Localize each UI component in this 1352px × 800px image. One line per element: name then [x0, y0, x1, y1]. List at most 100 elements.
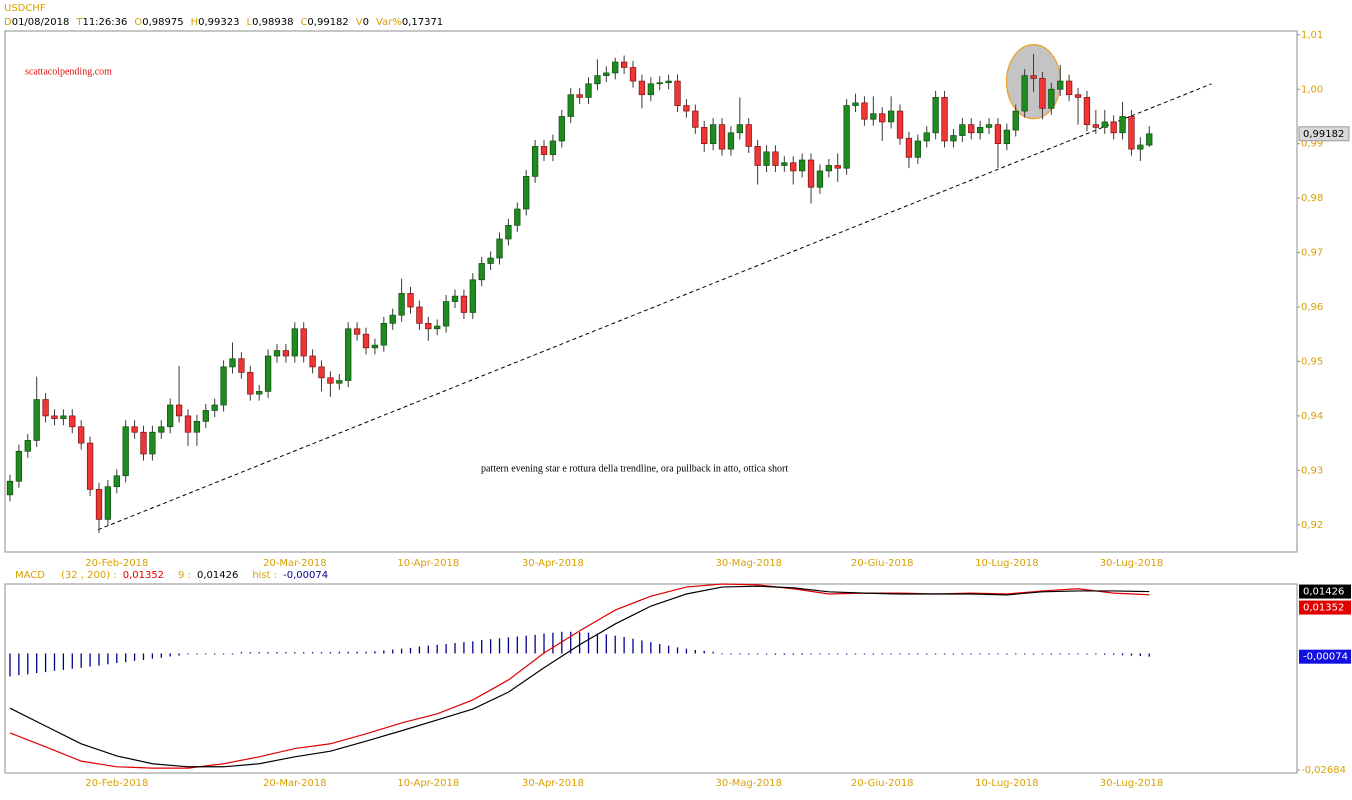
x-tick-label: 10-Lug-2018	[975, 778, 1038, 789]
candle-body	[843, 105, 850, 169]
candle-body	[701, 127, 708, 145]
candle-body	[1101, 121, 1108, 128]
chart-title: USDCHF	[4, 3, 46, 14]
candle-body	[914, 140, 921, 158]
candle-body	[229, 358, 236, 368]
header-key: V	[356, 17, 363, 28]
candle-body	[612, 61, 619, 74]
trendline	[97, 83, 1212, 531]
y-tick-label: 0,93	[1301, 465, 1323, 476]
y-tick-label: 0,92	[1301, 520, 1323, 531]
candle-body	[976, 127, 984, 134]
last-value-label: -0,00074	[1303, 652, 1348, 663]
y-tick-label: 0,95	[1301, 356, 1323, 367]
candle-body	[763, 151, 770, 166]
header-line: D01/08/2018 T11:26:36 O0,98975 H0,99323 L0,9…	[4, 17, 443, 28]
candle-body	[282, 350, 290, 357]
candle-body	[175, 404, 183, 417]
candle-body	[754, 146, 761, 166]
candle-body	[692, 110, 699, 128]
candle-body	[959, 124, 966, 136]
candle-body	[86, 442, 94, 490]
candle-body	[318, 366, 325, 379]
candle-body	[1092, 124, 1099, 128]
candle-body	[389, 314, 396, 324]
header-key: L	[247, 17, 253, 28]
candle-body	[247, 371, 254, 395]
candle-body	[416, 306, 423, 324]
x-tick-label: 20-Feb-2018	[85, 558, 148, 569]
candle-body	[781, 162, 788, 166]
candle-body	[1021, 75, 1028, 112]
y-tick-label: 0,96	[1301, 302, 1323, 313]
candle-body	[1128, 116, 1135, 150]
candle-body	[558, 116, 565, 142]
x-tick-label: 20-Mar-2018	[263, 778, 327, 789]
candle-body	[264, 355, 272, 392]
x-tick-label: 10-Apr-2018	[397, 778, 459, 789]
last-value-box	[1299, 600, 1351, 615]
candle-body	[220, 366, 227, 406]
candle-body	[674, 80, 681, 106]
last-value-box	[1299, 584, 1351, 599]
candle-body	[42, 399, 49, 417]
signal-name: 9 :	[178, 570, 191, 581]
candle-body	[460, 295, 468, 313]
candle-body	[371, 344, 379, 349]
header-value: 0	[363, 17, 369, 28]
header-key: T	[75, 17, 83, 28]
header-value: 0,98975	[142, 17, 183, 28]
candle-body	[407, 293, 414, 308]
x-tick-label: 20-Feb-2018	[85, 778, 148, 789]
candle-body	[718, 124, 726, 150]
x-tick-label: 30-Apr-2018	[522, 778, 584, 789]
candle-body	[167, 404, 174, 428]
candle-body	[336, 380, 343, 384]
plot-frame	[4, 30, 1298, 553]
header-value: 0,98938	[252, 17, 293, 28]
candle-body	[896, 110, 904, 139]
candle-body	[656, 82, 663, 85]
candle-body	[104, 486, 112, 520]
candle-body	[1137, 144, 1144, 150]
y-tick-label: 0,98	[1301, 193, 1323, 204]
candle-body	[932, 97, 939, 134]
candle-body	[1030, 75, 1037, 79]
last-value-label: 0,01352	[1303, 603, 1344, 614]
x-tick-label: 30-Lug-2018	[1100, 778, 1163, 789]
y-tick-label: 1,00	[1301, 84, 1323, 95]
header-value: 11:26:36	[82, 17, 127, 28]
candle-body	[540, 146, 548, 155]
macd-line	[9, 585, 1150, 768]
candle-body	[531, 146, 539, 177]
candle-body	[1039, 78, 1046, 109]
candle-body	[149, 431, 156, 455]
candle-body	[576, 94, 583, 98]
candle-body	[496, 238, 503, 259]
candle-body	[1074, 94, 1082, 98]
candle-body	[425, 322, 432, 330]
y-tick-label: 0,97	[1301, 248, 1323, 259]
candle-body	[1110, 121, 1117, 134]
candle-body	[585, 83, 592, 98]
candle-body	[834, 165, 841, 169]
x-tick-label: 20-Giu-2018	[851, 558, 914, 569]
candle-body	[852, 102, 859, 106]
candle-body	[879, 113, 886, 123]
candle-body	[905, 137, 913, 158]
candle-body	[620, 61, 628, 68]
candle-body	[807, 159, 815, 188]
candle-body	[122, 426, 129, 477]
hist-name: hist :	[252, 570, 277, 581]
x-tick-label: 20-Mar-2018	[263, 558, 327, 569]
x-tick-label: 10-Apr-2018	[397, 558, 459, 569]
header-value: 0,99182	[307, 17, 348, 28]
x-tick-label: 30-Lug-2018	[1100, 558, 1163, 569]
candle-body	[95, 489, 103, 520]
candle-body	[202, 410, 209, 422]
macd-value: 0,01352	[123, 570, 164, 581]
candle-body	[923, 132, 930, 142]
candle-body	[300, 328, 307, 357]
x-tick-label: 30-Apr-2018	[522, 558, 584, 569]
